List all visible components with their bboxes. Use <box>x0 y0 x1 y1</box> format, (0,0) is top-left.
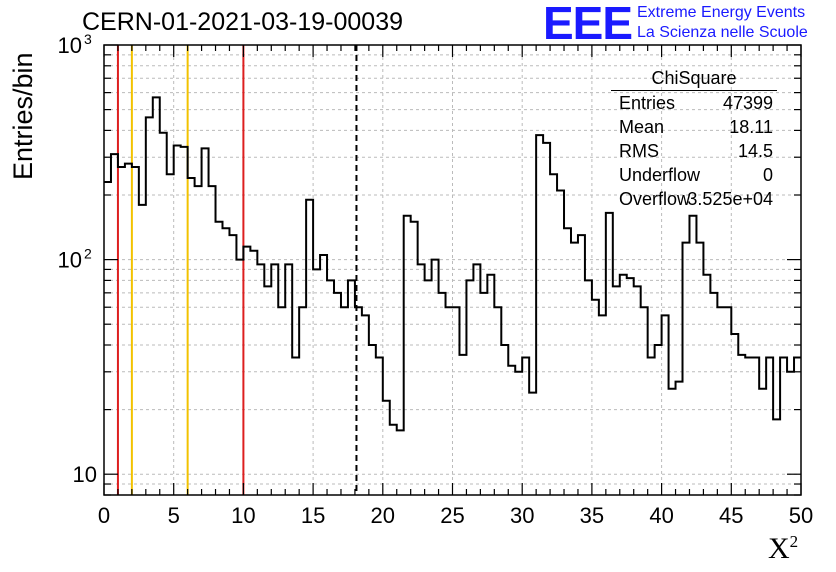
stats-row-underflow: Underflow 0 <box>611 163 777 187</box>
x-axis-label-text: X <box>768 532 790 565</box>
stats-row-mean: Mean 18.11 <box>611 115 777 139</box>
stats-value: 18.11 <box>729 117 773 137</box>
stats-value: 0 <box>762 165 773 185</box>
x-tick-label: 50 <box>789 503 813 528</box>
x-axis-label: X2 <box>768 532 798 566</box>
logo-line-1: Extreme Energy Events <box>637 4 806 21</box>
stats-key: Overflow <box>619 189 691 209</box>
stats-value: 14.5 <box>737 141 773 161</box>
x-tick-label: 35 <box>580 503 604 528</box>
y-tick-label: 10 <box>58 33 82 58</box>
stats-row-entries: Entries 47399 <box>611 91 777 115</box>
y-tick-label: 10 <box>58 248 82 273</box>
x-tick-label: 5 <box>168 503 180 528</box>
stats-box: ChiSquare Entries 47399 Mean 18.11 RMS 14.5… <box>611 66 777 211</box>
x-tick-label: 45 <box>719 503 743 528</box>
stats-key: Entries <box>619 93 676 113</box>
stats-value: 3.525e+04 <box>687 189 773 209</box>
x-tick-label: 0 <box>98 503 110 528</box>
x-tick-label: 10 <box>231 503 255 528</box>
stats-row-rms: RMS 14.5 <box>611 139 777 163</box>
stats-key: RMS <box>619 141 659 161</box>
x-tick-label: 20 <box>371 503 395 528</box>
logo-line-2: La Scienza nelle Scuole <box>637 24 808 41</box>
stats-key: Underflow <box>619 165 701 185</box>
stats-box-title: ChiSquare <box>611 66 777 91</box>
axis-ticks <box>103 44 802 496</box>
y-tick-label: 10 <box>73 462 97 487</box>
stats-row-overflow: Overflow 3.525e+04 <box>611 187 777 211</box>
x-tick-label: 15 <box>301 503 325 528</box>
x-tick-label: 40 <box>649 503 673 528</box>
y-tick-label-exponent: 3 <box>84 31 92 47</box>
stats-key: Mean <box>619 117 665 137</box>
x-axis-label-superscript: 2 <box>789 532 799 551</box>
x-tick-label: 30 <box>510 503 534 528</box>
histogram-step-line <box>104 96 801 432</box>
y-axis-label: Entries/bin <box>8 52 38 180</box>
eee-logo: EEE <box>543 0 633 49</box>
x-tick-label: 25 <box>440 503 464 528</box>
stats-value: 47399 <box>722 93 773 113</box>
y-tick-label-exponent: 2 <box>84 246 92 262</box>
reference-lines <box>116 45 358 495</box>
chart-title: CERN-01-2021-03-19-00039 <box>82 8 404 36</box>
